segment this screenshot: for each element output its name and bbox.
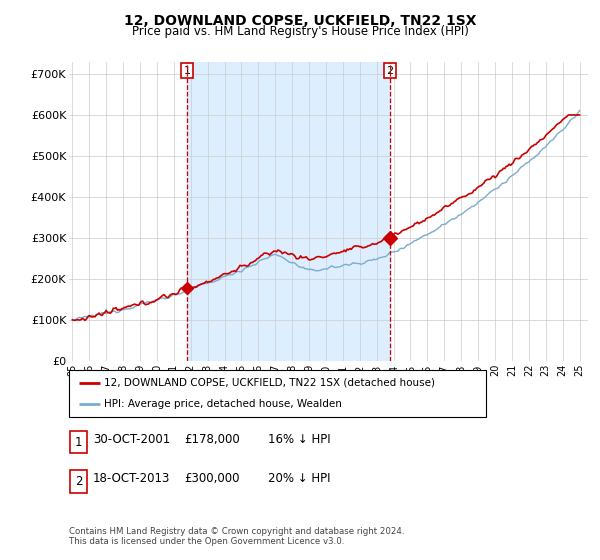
Text: Contains HM Land Registry data © Crown copyright and database right 2024.
This d: Contains HM Land Registry data © Crown c… xyxy=(69,526,404,546)
Text: 16% ↓ HPI: 16% ↓ HPI xyxy=(268,433,331,446)
Text: 20% ↓ HPI: 20% ↓ HPI xyxy=(268,472,331,485)
Text: 2: 2 xyxy=(386,66,394,76)
Text: Price paid vs. HM Land Registry's House Price Index (HPI): Price paid vs. HM Land Registry's House … xyxy=(131,25,469,38)
FancyBboxPatch shape xyxy=(70,431,87,454)
Text: 30-OCT-2001: 30-OCT-2001 xyxy=(93,433,170,446)
Text: HPI: Average price, detached house, Wealden: HPI: Average price, detached house, Weal… xyxy=(104,399,343,409)
Text: £178,000: £178,000 xyxy=(184,433,240,446)
Text: 2: 2 xyxy=(75,475,82,488)
Text: 18-OCT-2013: 18-OCT-2013 xyxy=(93,472,170,485)
FancyBboxPatch shape xyxy=(70,470,87,493)
Text: 1: 1 xyxy=(184,66,191,76)
FancyBboxPatch shape xyxy=(69,370,486,417)
Text: 12, DOWNLAND COPSE, UCKFIELD, TN22 1SX: 12, DOWNLAND COPSE, UCKFIELD, TN22 1SX xyxy=(124,14,476,28)
Text: 12, DOWNLAND COPSE, UCKFIELD, TN22 1SX (detached house): 12, DOWNLAND COPSE, UCKFIELD, TN22 1SX (… xyxy=(104,378,436,388)
Bar xyxy=(187,62,390,361)
Text: 1: 1 xyxy=(75,436,82,449)
Text: £300,000: £300,000 xyxy=(184,472,240,485)
